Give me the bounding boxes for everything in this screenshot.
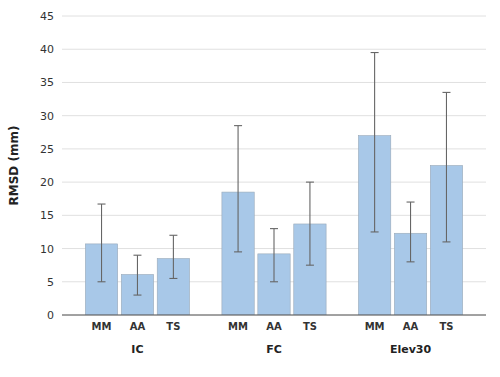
grid-line bbox=[62, 82, 486, 83]
x-tick-label: TS bbox=[439, 321, 453, 332]
error-bar-cap bbox=[306, 182, 314, 183]
grid-line bbox=[62, 215, 486, 216]
y-tick-label: 20 bbox=[40, 176, 54, 189]
x-tick-label: TS bbox=[303, 321, 317, 332]
error-bar-cap bbox=[306, 265, 314, 266]
error-bar bbox=[169, 235, 177, 278]
grid-line bbox=[62, 148, 486, 149]
error-bar-stem bbox=[273, 229, 274, 282]
grid-line bbox=[62, 16, 486, 17]
x-tick-label: MM bbox=[228, 321, 248, 332]
error-bar-cap bbox=[169, 235, 177, 236]
error-bar-cap bbox=[270, 281, 278, 282]
error-bar bbox=[98, 204, 106, 282]
grid-line bbox=[62, 115, 486, 116]
y-tick-label: 40 bbox=[40, 43, 54, 56]
y-tick-label: 10 bbox=[40, 243, 54, 256]
group-label: IC bbox=[131, 343, 143, 356]
x-tick-label: AA bbox=[130, 321, 146, 332]
error-bar bbox=[270, 229, 278, 282]
y-tick-label: 5 bbox=[47, 276, 54, 289]
error-bar-cap bbox=[98, 281, 106, 282]
error-bar-stem bbox=[410, 202, 411, 262]
error-bar-stem bbox=[173, 235, 174, 278]
grid-line bbox=[62, 182, 486, 183]
y-axis-label: RMSD (mm) bbox=[7, 126, 21, 206]
y-axis: 0 5 10 15 20 25 30 35 40 45 bbox=[40, 10, 54, 322]
error-bar-stem bbox=[137, 255, 138, 295]
error-bar-cap bbox=[442, 92, 450, 93]
grid bbox=[62, 16, 486, 315]
y-tick-label: 25 bbox=[40, 143, 54, 156]
error-bar-cap bbox=[442, 241, 450, 242]
x-tick-label: MM bbox=[365, 321, 385, 332]
error-bar-cap bbox=[270, 228, 278, 229]
error-bar-cap bbox=[407, 201, 415, 202]
error-bar-cap bbox=[371, 231, 379, 232]
x-tick-label: TS bbox=[166, 321, 180, 332]
error-bar bbox=[407, 202, 415, 262]
error-bar-stem bbox=[446, 92, 447, 242]
group-label: Elev30 bbox=[390, 343, 432, 356]
bars bbox=[85, 53, 462, 315]
grid-line bbox=[62, 315, 486, 316]
error-bar-cap bbox=[407, 261, 415, 262]
y-tick-label: 45 bbox=[40, 10, 54, 23]
error-bar bbox=[442, 92, 450, 242]
x-axis-line bbox=[62, 315, 486, 316]
error-bar bbox=[371, 53, 379, 232]
y-tick-label: 35 bbox=[40, 76, 54, 89]
y-tick-label: 30 bbox=[40, 110, 54, 123]
error-bar-cap bbox=[98, 203, 106, 204]
error-bar-cap bbox=[133, 295, 141, 296]
error-bar-cap bbox=[234, 251, 242, 252]
grid-line bbox=[62, 49, 486, 50]
error-bar-cap bbox=[371, 52, 379, 53]
error-bar-stem bbox=[101, 204, 102, 282]
y-tick-label: 0 bbox=[47, 309, 54, 322]
error-bar bbox=[234, 126, 242, 252]
y-tick-label: 15 bbox=[40, 209, 54, 222]
error-bar bbox=[306, 182, 314, 265]
x-tick-label: MM bbox=[92, 321, 112, 332]
error-bar-stem bbox=[238, 126, 239, 252]
error-bar-cap bbox=[133, 255, 141, 256]
error-bar-cap bbox=[234, 125, 242, 126]
error-bar-stem bbox=[374, 53, 375, 232]
error-bar-cap bbox=[169, 278, 177, 279]
x-tick-label: AA bbox=[403, 321, 419, 332]
x-tick-label: AA bbox=[266, 321, 282, 332]
x-axis: MM AA TS IC MM AA TS FC MM AA TS Elev30 bbox=[92, 321, 454, 356]
group-label: FC bbox=[266, 343, 282, 356]
chart: 0 5 10 15 20 25 30 35 40 45 RMSD (mm) MM AA TS IC MM AA T… bbox=[0, 0, 500, 377]
error-bar bbox=[133, 255, 141, 295]
error-bar-stem bbox=[309, 182, 310, 265]
chart-container: 0 5 10 15 20 25 30 35 40 45 RMSD (mm) MM AA TS IC MM AA T… bbox=[0, 0, 500, 377]
